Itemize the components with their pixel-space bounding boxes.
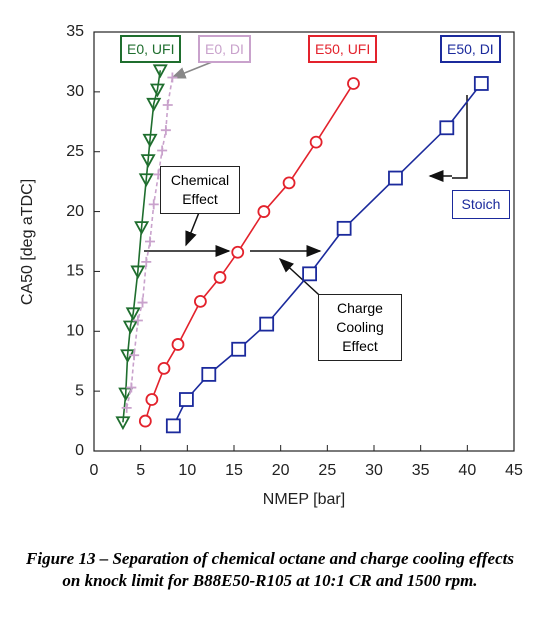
point [142,133,158,148]
x-tick-label: 40 [458,462,476,479]
point [122,320,138,335]
series-line [122,70,162,423]
point [149,83,165,98]
point [157,361,171,375]
point [231,245,245,259]
point [137,297,148,308]
point [146,97,162,112]
x-axis-label: NMEP [bar] [263,491,345,508]
series-line [172,82,482,427]
point [473,76,489,91]
point [336,220,352,236]
legend-entry: E0, DI [198,35,251,63]
legend-entry: E50, UFI [308,35,378,63]
x-tick-label: 45 [505,462,523,479]
point [141,256,152,267]
x-tick-label: 0 [90,462,99,479]
point [138,173,154,188]
y-tick-label: 20 [66,203,84,220]
point [309,135,323,149]
point [213,271,227,284]
point [145,236,155,247]
point [388,170,403,186]
point [257,205,271,218]
caption: Figure 13 – Separation of chemical octan… [26,549,514,591]
point [282,176,296,190]
series-line [144,83,355,422]
point [129,350,140,361]
annotation: Stoich [452,190,510,219]
legend-entry: E0, UFI [120,35,182,63]
point [178,392,194,407]
annotation: Charge Cooling Effect [318,294,402,361]
point [347,77,360,90]
legend-entry: E50, DI [440,35,501,63]
point [439,120,455,136]
plot-frame [93,31,515,452]
point [162,100,173,111]
x-tick-label: 25 [318,462,336,479]
x-tick-label: 10 [178,462,196,479]
point [167,72,178,83]
point [118,387,134,402]
point [145,393,159,406]
annotation: Chemical Effect [160,166,240,214]
point [115,416,131,431]
point [126,382,137,393]
y-axis-label: CA50 [deg aTDC] [19,179,36,305]
chart: NMEP [bar] CA50 [deg aTDC] 0 5 10 15 20 25 30 3… [19,23,523,508]
point [231,341,247,357]
point [125,307,141,322]
x-tick-label: 20 [272,462,290,479]
point [193,294,207,308]
y-tick-label: 30 [66,83,84,100]
point [121,402,132,413]
x-tick-label: 30 [365,462,383,479]
x-tick-label: 15 [225,462,243,479]
arrow [185,209,201,247]
y-tick-label: 5 [75,382,84,399]
point [148,199,159,210]
y-tick-label: 0 [75,442,84,459]
point [152,64,168,79]
point [259,316,275,332]
point [132,315,143,326]
point [130,265,146,280]
y-tick-label: 15 [66,263,84,280]
point [302,266,318,282]
y-tick-label: 25 [66,143,84,160]
point [201,366,217,382]
point [160,125,171,136]
point [134,221,150,236]
point [157,145,168,156]
x-tick-label: 35 [412,462,430,479]
y-tick-label: 10 [66,323,84,340]
point [165,418,181,434]
y-tick-label: 35 [66,23,84,40]
x-tick-label: 5 [136,462,145,479]
point [138,414,152,428]
point [140,154,156,168]
stoich-line [452,95,468,179]
point [171,338,185,351]
